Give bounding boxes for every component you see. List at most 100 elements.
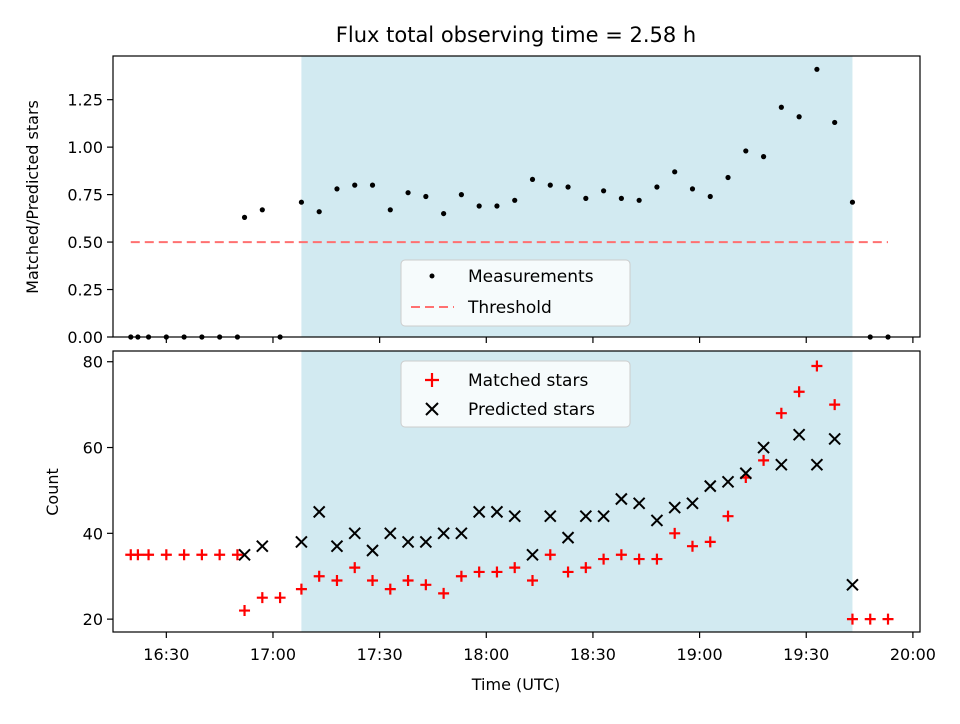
legend-measurements-label: Measurements xyxy=(468,267,594,287)
matched-star-point xyxy=(686,540,698,552)
top-y-ticks: 0.00 0.25 0.50 0.75 1.00 1.25 xyxy=(67,91,113,347)
top-panel: 0.00 0.25 0.50 0.75 1.00 1.25 Matched/Predict… xyxy=(23,55,921,347)
measurement-point xyxy=(796,114,802,120)
top-y-tick-label: 1.25 xyxy=(67,91,103,110)
measurement-point xyxy=(369,182,376,188)
measurement-point xyxy=(832,119,838,126)
predicted-star-point xyxy=(312,505,326,519)
matched-star-point xyxy=(438,587,450,599)
bottom-x-tick-label: 17:30 xyxy=(357,645,403,664)
matched-star-point xyxy=(256,592,268,604)
matched-star-point xyxy=(633,553,645,565)
predicted-star-point xyxy=(455,527,468,540)
measurement-point xyxy=(547,182,553,188)
top-y-tick-label: 0.75 xyxy=(67,186,103,205)
matched-star-point xyxy=(526,575,538,587)
measurement-point xyxy=(600,188,607,194)
matched-star-point xyxy=(669,527,681,539)
bottom-legend-box xyxy=(400,360,631,428)
matched-star-point xyxy=(509,562,521,574)
measurement-point xyxy=(672,169,678,175)
predicted-star-point xyxy=(401,535,415,549)
bottom-y-axis-label: Count xyxy=(43,468,62,516)
legend-predicted-marker xyxy=(425,402,439,416)
predicted-star-point xyxy=(348,527,361,540)
legend-predicted-label: Predicted stars xyxy=(468,400,595,420)
legend-measurement-marker xyxy=(429,273,435,279)
matched-star-point xyxy=(420,579,432,591)
predicted-star-point xyxy=(757,441,770,454)
matched-star-point xyxy=(758,454,770,466)
predicted-star-point xyxy=(526,548,539,561)
top-y-tick-label: 0.50 xyxy=(67,233,103,252)
measurement-point xyxy=(725,174,731,181)
top-y-tick-label: 1.00 xyxy=(67,138,103,157)
predicted-star-point xyxy=(384,527,397,540)
predicted-star-point xyxy=(650,514,664,527)
measurement-point xyxy=(441,210,447,217)
measurement-point xyxy=(476,203,482,209)
measurement-point xyxy=(512,197,518,203)
predicted-star-point xyxy=(775,458,788,471)
matched-star-point xyxy=(384,583,396,595)
bottom-y-tick-label: 60 xyxy=(83,439,103,458)
predicted-star-point xyxy=(490,505,504,519)
matched-star-point xyxy=(313,570,325,582)
top-legend: Measurements Threshold xyxy=(400,259,631,327)
measurement-point xyxy=(334,186,340,192)
predicted-star-point xyxy=(615,492,628,506)
matched-star-point xyxy=(882,613,894,625)
predicted-stars-points xyxy=(238,428,859,592)
top-x-ticks xyxy=(165,337,914,343)
bottom-x-tick-label: 16:30 xyxy=(143,645,189,664)
measurement-point xyxy=(743,148,749,154)
matched-star-point xyxy=(775,407,787,419)
predicted-star-point xyxy=(846,578,859,592)
matched-star-point xyxy=(846,613,858,625)
predicted-star-point xyxy=(366,544,379,557)
matched-star-point xyxy=(349,562,361,574)
measurement-point xyxy=(814,66,820,72)
predicted-star-point xyxy=(704,479,717,493)
predicted-star-point xyxy=(739,467,753,480)
matched-star-point xyxy=(331,575,343,587)
matched-star-point xyxy=(811,360,823,372)
matched-star-point xyxy=(829,399,841,411)
measurement-point xyxy=(849,199,856,205)
predicted-star-point xyxy=(579,509,593,523)
matched-star-point xyxy=(722,510,734,522)
matched-star-point xyxy=(367,575,379,587)
measurement-point xyxy=(689,186,696,192)
matched-star-point xyxy=(615,549,627,561)
measurement-point xyxy=(259,207,265,213)
measurement-point xyxy=(405,190,411,196)
predicted-star-point xyxy=(810,458,824,471)
measurement-point xyxy=(387,207,393,213)
measurement-point xyxy=(565,184,571,190)
top-y-axis-label: Matched/Predicted stars xyxy=(23,100,42,294)
predicted-star-point xyxy=(561,531,575,544)
predicted-star-point xyxy=(686,497,699,510)
measurement-point xyxy=(316,209,322,215)
measurement-point xyxy=(529,176,536,183)
x-axis-label: Time (UTC) xyxy=(471,675,560,694)
matched-star-point xyxy=(160,549,172,561)
matched-star-point xyxy=(455,570,467,582)
predicted-star-point xyxy=(544,509,557,523)
bottom-x-tick-label: 17:00 xyxy=(250,645,296,664)
matched-star-point xyxy=(214,549,226,561)
matched-star-point xyxy=(274,592,286,604)
measurement-point xyxy=(241,214,248,220)
matched-star-point xyxy=(178,549,190,561)
measurement-point xyxy=(494,203,500,209)
matched-star-point xyxy=(491,566,503,578)
measurement-point xyxy=(458,192,464,198)
predicted-star-point xyxy=(330,539,344,553)
matched-star-point xyxy=(231,549,243,561)
bottom-y-tick-label: 80 xyxy=(83,353,103,372)
predicted-star-point xyxy=(597,509,610,523)
predicted-star-point xyxy=(721,475,735,489)
top-y-tick-label: 0.25 xyxy=(67,281,103,300)
